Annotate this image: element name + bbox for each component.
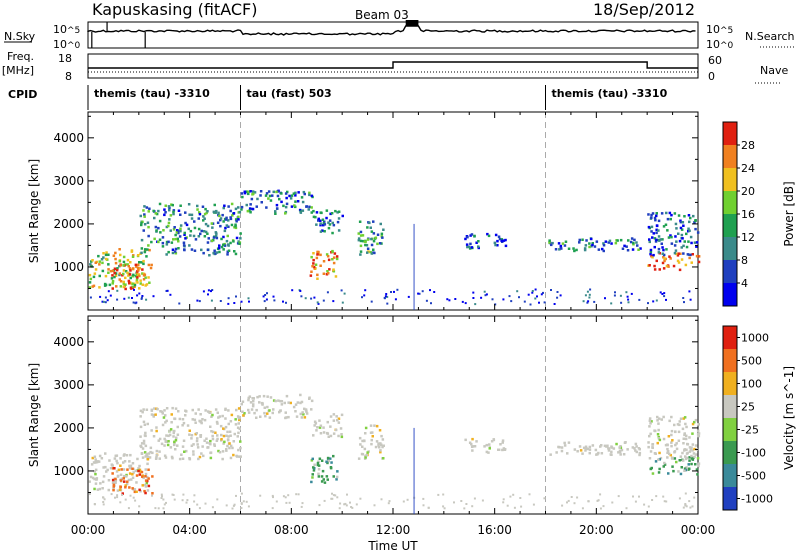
xtick-label: 00:00: [71, 523, 106, 537]
freq-label-2: [MHz]: [2, 64, 34, 77]
power-colorbar-cell: [723, 191, 737, 214]
cpid-segment-label: tau (fast) 503: [247, 87, 332, 100]
velocity-colorbar-cell: [723, 395, 737, 418]
xtick-label: 04:00: [172, 523, 207, 537]
velocity-ytick-label: 2000: [53, 421, 84, 435]
power-ytick-label: 1000: [53, 260, 84, 274]
power-ytick-label: 2000: [53, 217, 84, 231]
cpid-label: CPID: [8, 88, 37, 101]
power-ytick-label: 3000: [53, 174, 84, 188]
velocity-colorbar-tick-label: -25: [741, 424, 759, 437]
power-colorbar-tick-label: 4: [741, 277, 748, 290]
nsky-top-tick: 10^5: [53, 23, 80, 36]
cpid-segment-label: themis (tau) -3310: [94, 87, 210, 100]
velocity-colorbar-cell: [723, 372, 737, 395]
nsky-label: N.Sky: [4, 30, 36, 43]
velocity-colorbar-tick-label: 1000: [741, 332, 769, 345]
power-colorbar-cell: [723, 168, 737, 191]
power-colorbar-cell: [723, 260, 737, 283]
xtick-label: 20:00: [579, 523, 614, 537]
velocity-colorbar-cell: [723, 326, 737, 349]
power-streak: [413, 223, 415, 310]
velocity-colorbar-label: Velocity [m s^-1]: [782, 366, 796, 470]
freq-top-tick: 18: [58, 52, 72, 65]
power-colorbar-cell: [723, 145, 737, 168]
power-ytick-label: 4000: [53, 131, 84, 145]
power-colorbar-cell: [723, 237, 737, 260]
velocity-echo-cells: [88, 393, 701, 510]
power-echo-cells: [88, 189, 701, 306]
power-colorbar-tick-label: 28: [741, 139, 755, 152]
xtick-label: 16:00: [477, 523, 512, 537]
nsearch-bottom-tick: 10^0: [706, 38, 734, 51]
velocity-ytick-label: 4000: [53, 335, 84, 349]
velocity-streak: [413, 427, 415, 514]
date-label: 18/Sep/2012: [593, 0, 695, 19]
nave-label: Nave: [760, 64, 788, 77]
velocity-colorbar-tick-label: -500: [741, 470, 766, 483]
nsearch-top-tick: 10^5: [706, 23, 733, 36]
freq-bottom-tick: 8: [65, 70, 72, 83]
xtick-label: 00:00: [681, 523, 716, 537]
cpid-segment-label: themis (tau) -3310: [552, 87, 668, 100]
power-colorbar-tick-label: 20: [741, 185, 755, 198]
velocity-colorbar-cell: [723, 487, 737, 510]
nsky-peak: [405, 20, 419, 26]
velocity-colorbar-tick-label: -100: [741, 447, 766, 460]
velocity-panel-frame: [87, 315, 699, 515]
power-colorbar-cell: [723, 214, 737, 237]
power-colorbar-tick-label: 8: [741, 254, 748, 267]
power-colorbar-tick-label: 24: [741, 162, 755, 175]
velocity-colorbar-tick-label: 100: [741, 378, 762, 391]
freq-label-1: Freq.: [7, 50, 34, 63]
beam-label: Beam 03: [355, 8, 409, 22]
xtick-label: 08:00: [274, 523, 309, 537]
power-ylabel: Slant Range [km]: [27, 159, 41, 263]
power-colorbar-label: Power [dB]: [782, 181, 796, 246]
velocity-colorbar-tick-label: 500: [741, 355, 762, 368]
nsky-strip-frame: [87, 21, 699, 49]
velocity-ylabel: Slant Range [km]: [27, 363, 41, 467]
velocity-colorbar-cell: [723, 418, 737, 441]
x-axis-label: Time UT: [367, 539, 418, 553]
velocity-ytick-label: 1000: [53, 464, 84, 478]
freq-trace: [88, 61, 698, 69]
xtick-label: 12:00: [376, 523, 411, 537]
power-colorbar-tick-label: 12: [741, 231, 755, 244]
nsky-bottom-tick: 10^0: [53, 38, 81, 51]
velocity-colorbar-cell: [723, 349, 737, 372]
nsearch-label: N.Search: [745, 30, 795, 43]
power-colorbar-cell: [723, 122, 737, 145]
velocity-colorbar-tick-label: -1000: [741, 493, 773, 506]
velocity-colorbar-tick-label: 25: [741, 401, 755, 414]
velocity-colorbar-frame: [722, 325, 738, 511]
nsky-trace: [87, 25, 696, 36]
power-panel-frame: [87, 111, 699, 311]
station-title: Kapuskasing (fitACF): [92, 0, 257, 19]
nave-top-tick: 60: [708, 54, 722, 67]
power-colorbar-tick-label: 16: [741, 208, 755, 221]
velocity-colorbar-cell: [723, 464, 737, 487]
nave-bottom-tick: 0: [708, 70, 715, 83]
velocity-ytick-label: 3000: [53, 378, 84, 392]
power-colorbar-cell: [723, 283, 737, 306]
velocity-colorbar-cell: [723, 441, 737, 464]
